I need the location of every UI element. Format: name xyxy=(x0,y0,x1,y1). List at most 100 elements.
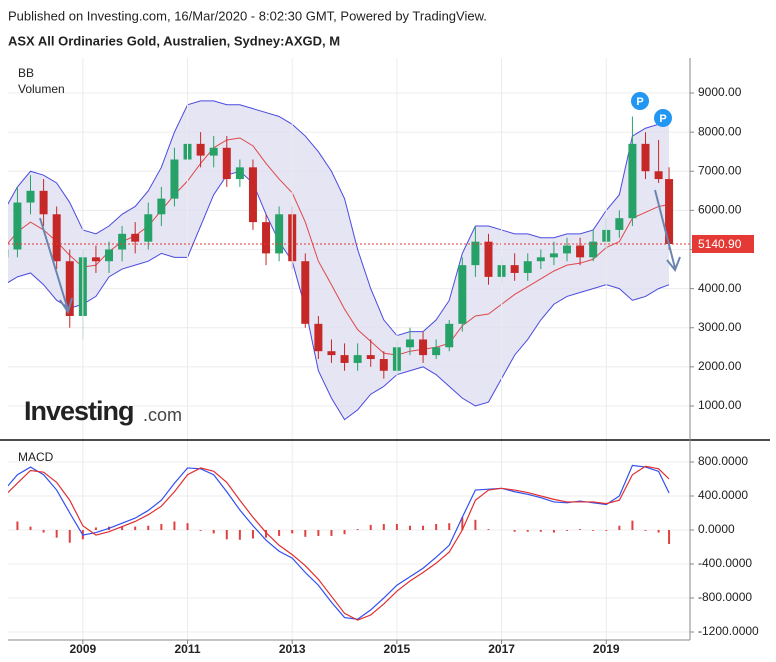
candle-body xyxy=(458,265,467,324)
candle-body xyxy=(641,143,650,172)
candle-body xyxy=(275,214,284,254)
y-tick-label: 6000.00 xyxy=(698,203,742,217)
histogram-bar xyxy=(173,521,176,530)
candle-body xyxy=(445,323,454,348)
y-tick-label: 9000.00 xyxy=(698,85,742,99)
histogram-bar xyxy=(343,529,346,535)
candle-body xyxy=(432,347,441,356)
histogram-bar xyxy=(94,527,97,530)
candle-body xyxy=(65,261,74,316)
histogram-bar xyxy=(121,526,124,530)
histogram-bar xyxy=(631,520,634,530)
histogram-bar xyxy=(668,529,671,545)
candle-body xyxy=(340,355,349,363)
candle-body xyxy=(235,167,244,180)
x-tick-label: 2009 xyxy=(69,642,96,656)
histogram-bar xyxy=(435,524,438,530)
y-tick-label: 3000.00 xyxy=(698,320,742,334)
y-tick-label: 1000.00 xyxy=(698,398,742,412)
histogram-bar xyxy=(395,524,398,530)
histogram-bar xyxy=(212,529,215,534)
candle-body xyxy=(665,179,674,244)
last-price-label: 5140.90 xyxy=(698,237,742,251)
watermark-suffix: .com xyxy=(143,405,182,425)
candle-body xyxy=(131,233,140,242)
candle-body xyxy=(105,249,114,262)
histogram-bar xyxy=(160,524,163,530)
histogram-bar xyxy=(644,529,647,531)
histogram-bar xyxy=(134,526,137,530)
candle-body xyxy=(562,245,571,254)
y-tick-label: 800.0000 xyxy=(698,454,748,468)
histogram-bar xyxy=(147,525,150,530)
y-tick-label: -1200.0000 xyxy=(698,624,759,638)
histogram-bar xyxy=(317,529,320,536)
histogram-bar xyxy=(238,529,241,540)
x-tick-label: 2017 xyxy=(488,642,515,656)
histogram-bar xyxy=(278,529,281,536)
candle-body xyxy=(144,214,153,242)
x-tick-label: 2011 xyxy=(175,642,201,656)
candle-body xyxy=(484,241,493,277)
histogram-bar xyxy=(55,529,58,538)
candle-body xyxy=(576,245,585,258)
macd-pane xyxy=(8,464,671,621)
bollinger-fill xyxy=(8,100,670,420)
candle-body xyxy=(471,241,480,266)
histogram-bar xyxy=(657,529,660,533)
candle-body xyxy=(353,355,362,363)
pivot-markers: P P xyxy=(631,92,672,127)
histogram-bar xyxy=(330,529,333,536)
candle-body xyxy=(301,261,310,324)
candle-body xyxy=(157,198,166,215)
macd-line xyxy=(8,464,670,620)
histogram-bar xyxy=(29,526,32,530)
indicator-label: BB xyxy=(18,66,34,80)
candle-body xyxy=(170,159,179,199)
histogram-bar xyxy=(304,529,307,537)
histogram-bar xyxy=(526,529,529,532)
macd-line xyxy=(8,465,670,621)
published-line: Published on Investing.com, 16/Mar/2020 … xyxy=(8,8,487,23)
bollinger-middle xyxy=(8,137,670,356)
y-tick-label: 0.0000 xyxy=(698,522,735,536)
y-tick-label: -800.0000 xyxy=(698,590,752,604)
candle-body xyxy=(615,218,624,230)
x-tick-label: 2013 xyxy=(279,642,306,656)
candle-body xyxy=(510,265,519,273)
y-tick-label: 8000.00 xyxy=(698,124,742,138)
histogram-bar xyxy=(68,529,71,543)
svg-text:P: P xyxy=(659,113,666,125)
candle-body xyxy=(523,261,532,273)
histogram-bar xyxy=(408,525,411,530)
y-tick-label: 2000.00 xyxy=(698,359,742,373)
candle-body xyxy=(118,233,127,250)
candle-body xyxy=(589,241,598,258)
y-tick-label: 400.0000 xyxy=(698,488,748,502)
histogram-bar xyxy=(618,525,621,530)
candle-body xyxy=(8,249,9,258)
histogram-bar xyxy=(605,529,608,531)
histogram-bar xyxy=(592,529,595,531)
price-pane xyxy=(8,100,674,421)
histogram-bar xyxy=(474,519,477,530)
histogram-bar xyxy=(539,529,542,532)
histogram-bar xyxy=(16,521,19,530)
candle-body xyxy=(536,257,545,262)
histogram-bar xyxy=(369,524,372,530)
arrows xyxy=(39,189,681,315)
histogram-bar xyxy=(448,523,451,530)
candle-body xyxy=(39,190,48,215)
last-price-box xyxy=(692,234,754,253)
histogram-bar xyxy=(461,517,464,530)
chart-title: ASX All Ordinaries Gold, Australien, Syd… xyxy=(8,33,340,48)
candle-body xyxy=(379,359,388,371)
candle-body xyxy=(419,339,428,356)
candle-body xyxy=(222,147,231,180)
candle-body xyxy=(196,143,205,156)
histogram-bar xyxy=(513,529,516,532)
candle-body xyxy=(248,167,257,223)
histogram-bar xyxy=(291,529,294,534)
histogram-bar xyxy=(552,529,555,533)
